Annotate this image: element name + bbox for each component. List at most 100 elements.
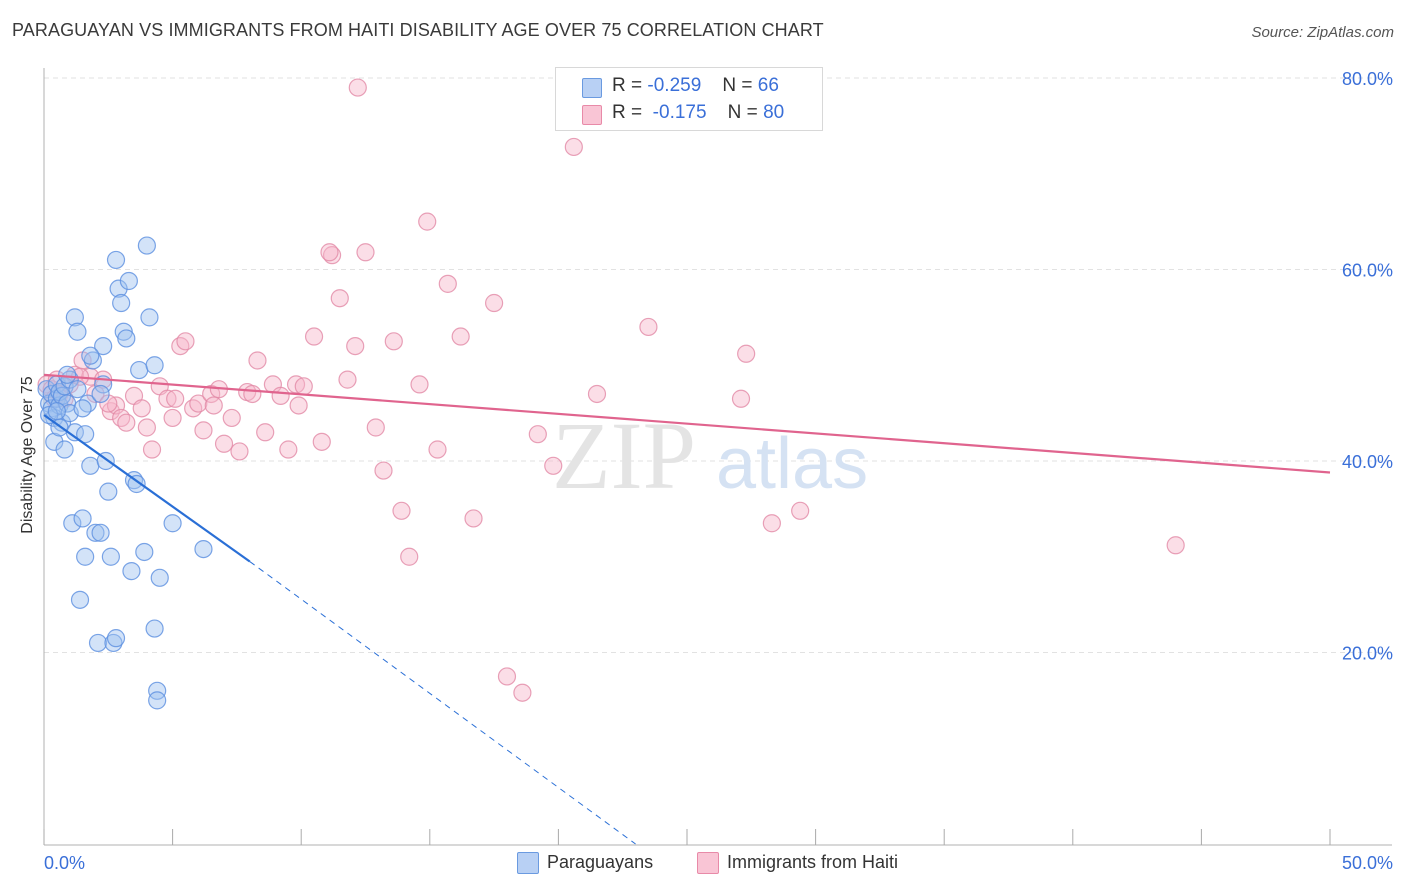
haiti-point	[132, 399, 151, 418]
haiti-point	[312, 432, 331, 451]
haiti-point	[528, 425, 547, 444]
haiti-point	[392, 501, 411, 520]
paraguayan-points	[37, 236, 213, 710]
haiti-point	[248, 351, 267, 370]
paraguayan-trend-extension	[249, 561, 636, 845]
paraguayan-point	[130, 360, 149, 380]
watermark-atlas: atlas	[716, 424, 868, 504]
paraguayan-point	[140, 308, 159, 327]
haiti-point	[142, 440, 162, 459]
legend-r-value-paraguayans: -0.259	[647, 75, 702, 96]
haiti-point	[137, 418, 156, 437]
tick-labels: 20.0% 40.0% 60.0% 80.0% 0.0% 50.0%	[44, 69, 1393, 873]
paraguayan-point	[63, 514, 82, 533]
paraguayan-point	[145, 356, 164, 375]
y-tick-label: 80.0%	[1342, 69, 1393, 89]
paraguayan-point	[119, 271, 138, 291]
paraguayan-point	[117, 329, 136, 348]
paraguayan-point	[65, 308, 84, 327]
paraguayan-point	[58, 365, 77, 384]
haiti-point	[86, 384, 105, 404]
paraguayan-point	[106, 629, 126, 648]
haiti-point	[176, 332, 195, 351]
paraguayan-point	[73, 509, 92, 528]
paraguayan-point	[148, 691, 167, 710]
haiti-point	[791, 501, 810, 520]
haiti-point	[289, 396, 308, 415]
haiti-point	[189, 394, 208, 413]
haiti-point	[464, 509, 483, 528]
paraguayan-point	[145, 619, 164, 638]
paraguayan-point	[76, 425, 95, 444]
legend-n-value-haiti: 80	[763, 102, 785, 123]
haiti-point	[737, 344, 756, 363]
haiti-point	[243, 384, 262, 404]
haiti-point	[544, 456, 563, 475]
haiti-point	[356, 243, 375, 262]
haiti-point	[762, 514, 781, 533]
haiti-trend-line	[43, 373, 1331, 474]
haiti-point	[400, 547, 419, 566]
legend-swatch-paraguayans	[582, 78, 602, 98]
paraguayan-point	[101, 547, 120, 566]
haiti-point	[204, 396, 223, 415]
haiti-point	[410, 375, 429, 394]
haiti-point	[497, 667, 517, 686]
x-tick-label-min: 0.0%	[44, 853, 85, 873]
paraguayan-point	[148, 681, 167, 700]
paraguayan-point	[81, 456, 100, 475]
bottom-legend-label-haiti: Immigrants from Haiti	[727, 852, 899, 872]
haiti-point	[384, 332, 403, 351]
source-label: Source: ZipAtlas.com	[1251, 24, 1394, 41]
haiti-point	[158, 389, 177, 408]
haiti-point	[513, 683, 532, 702]
legend-r-value-haiti: -0.175	[652, 102, 707, 123]
haiti-points	[37, 78, 1185, 702]
paraguayan-point	[127, 474, 146, 494]
bottom-legend-swatch-haiti	[697, 852, 719, 874]
paraguayan-point	[91, 384, 110, 404]
haiti-point	[639, 317, 658, 337]
legend-n-label: N =	[727, 102, 758, 123]
paraguayan-point	[94, 337, 113, 356]
paraguayan-point	[45, 432, 64, 451]
haiti-point	[279, 440, 298, 459]
haiti-point	[330, 289, 349, 308]
paraguayan-point	[73, 399, 92, 418]
paraguayan-point	[122, 562, 141, 581]
y-tick-label: 20.0%	[1342, 644, 1393, 664]
paraguayan-point	[83, 351, 102, 370]
trend-lines	[43, 373, 1331, 845]
correlation-legend: R = -0.259 N = 66 R = -0.175 N = 80	[555, 67, 823, 131]
haiti-point	[230, 442, 249, 461]
paraguayan-point	[163, 514, 182, 533]
haiti-point	[374, 461, 393, 480]
paraguayan-point	[70, 590, 90, 609]
paraguayan-point	[81, 346, 100, 365]
paraguayan-point	[150, 568, 169, 587]
y-tick-label: 40.0%	[1342, 452, 1393, 472]
haiti-point	[587, 384, 607, 404]
paraguayan-trend-line	[43, 414, 251, 563]
axes	[43, 68, 1392, 846]
legend-n-label: N =	[722, 75, 753, 96]
paraguayan-point	[55, 440, 74, 459]
haiti-point	[222, 408, 241, 428]
chart-title: PARAGUAYAN VS IMMIGRANTS FROM HAITI DISA…	[12, 20, 824, 40]
legend-n-value-paraguayans: 66	[757, 75, 779, 96]
haiti-point	[214, 434, 234, 453]
paraguayan-point	[109, 279, 128, 298]
paraguayan-point	[104, 633, 123, 653]
x-tick-label-max: 50.0%	[1342, 853, 1393, 873]
legend-r-label: R =	[612, 75, 643, 96]
haiti-point	[338, 370, 357, 389]
haiti-point	[348, 78, 367, 97]
bottom-legend-label-paraguayans: Paraguayans	[547, 852, 654, 872]
haiti-point	[366, 418, 385, 437]
paraguayan-point	[47, 402, 66, 421]
haiti-point	[564, 137, 583, 157]
haiti-point	[731, 389, 751, 408]
haiti-point	[163, 408, 182, 428]
paraguayan-point	[112, 293, 131, 313]
